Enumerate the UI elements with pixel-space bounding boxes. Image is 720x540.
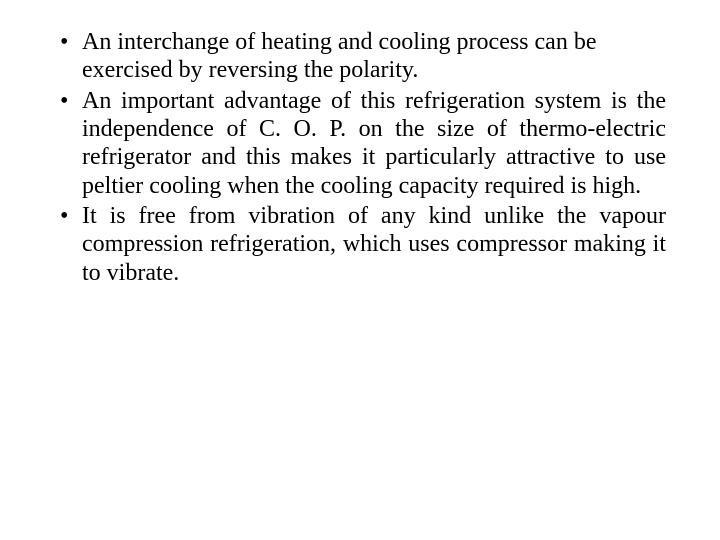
bullet-text: An important advantage of this refrigera… [82,88,666,199]
bullet-text: An interchange of heating and cooling pr… [82,29,596,83]
list-item: An important advantage of this refrigera… [54,87,666,200]
bullet-list: An interchange of heating and cooling pr… [54,28,666,287]
slide: An interchange of heating and cooling pr… [0,0,720,540]
bullet-text: It is free from vibration of any kind un… [82,203,666,286]
list-item: An interchange of heating and cooling pr… [54,28,666,85]
list-item: It is free from vibration of any kind un… [54,202,666,287]
